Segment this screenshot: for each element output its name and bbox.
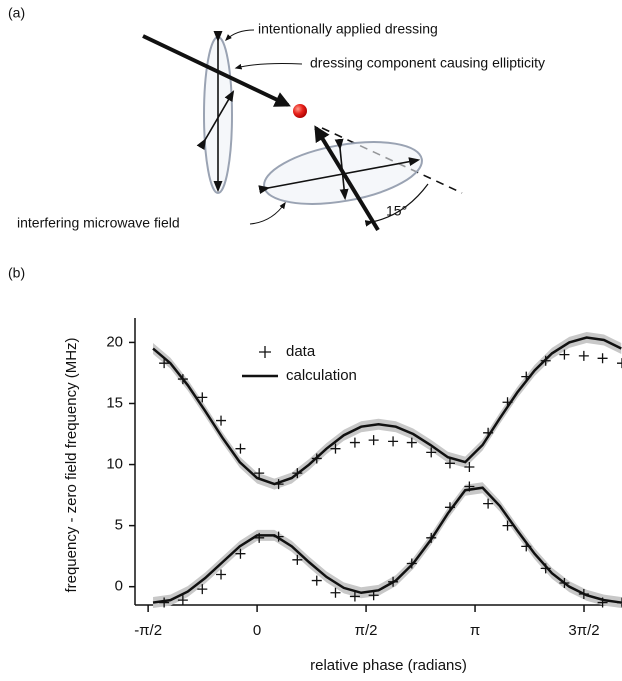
data-point (388, 576, 399, 587)
data-point (177, 374, 188, 385)
legend-label: data (286, 343, 316, 360)
data-point (216, 415, 227, 426)
data-point (578, 589, 589, 600)
data-point (311, 453, 322, 464)
data-point (444, 502, 455, 513)
data-point (483, 498, 494, 509)
data-point (388, 436, 399, 447)
data-point (292, 554, 303, 565)
data-point (197, 584, 208, 595)
data-point (197, 392, 208, 403)
data-point (559, 578, 570, 589)
data-point (521, 541, 532, 552)
data-point (464, 481, 475, 492)
data-point (597, 597, 608, 608)
data-point (216, 569, 227, 580)
x-tick-label: π/2 (355, 622, 378, 639)
data-point (464, 461, 475, 472)
data-point (368, 435, 379, 446)
panel-label: (b) (8, 265, 25, 281)
data-point (406, 558, 417, 569)
panel-label: (a) (8, 5, 25, 21)
callout (225, 29, 255, 41)
data-point (578, 350, 589, 361)
data-point (235, 548, 246, 559)
beam-arrow (142, 34, 291, 107)
y-tick-label: 15 (106, 394, 123, 411)
data-point (273, 479, 284, 490)
legend-label: calculation (286, 367, 357, 384)
data-point (330, 443, 341, 454)
data-point (368, 590, 379, 601)
y-tick-label: 10 (106, 456, 123, 473)
annotation: intentionally applied dressing (258, 21, 438, 37)
callout (249, 201, 286, 225)
x-tick-label: 0 (253, 622, 261, 639)
callout (234, 63, 303, 70)
diagram: (a) 15° intentionally applied dressing d… (8, 5, 545, 232)
data-point (292, 468, 303, 479)
data-point (540, 355, 551, 366)
calculation-line (152, 336, 622, 486)
data-point (273, 531, 284, 542)
calculation-line (152, 486, 622, 604)
annotation: dressing component causing ellipticity (310, 55, 545, 71)
data-point (426, 532, 437, 543)
data-point (254, 468, 265, 479)
data-point (521, 371, 532, 382)
data-point (159, 597, 170, 608)
data-point (502, 397, 513, 408)
data-point (426, 447, 437, 458)
y-tick-label: 20 (106, 333, 123, 350)
atom (293, 104, 307, 118)
legend-symbol (259, 346, 271, 358)
y-axis-label: frequency - zero field frequency (MHz) (63, 337, 80, 592)
data-point (483, 427, 494, 438)
data-point (177, 595, 188, 606)
angle-arc (364, 183, 429, 227)
data-point (311, 575, 322, 586)
data-point (349, 437, 360, 448)
y-tick-label: 0 (115, 578, 123, 595)
data-point (159, 358, 170, 369)
data-point (254, 532, 265, 543)
data-point (559, 349, 570, 360)
data-point (235, 443, 246, 454)
uncertainty-band (153, 482, 622, 609)
x-tick-label: 3π/2 (568, 622, 599, 639)
angle-label: 15° (386, 203, 407, 219)
ellipticity-axis (196, 90, 235, 150)
annotation: interfering microwave field (17, 215, 180, 231)
data-point (406, 437, 417, 448)
data-point (540, 563, 551, 574)
y-tick-label: 5 (115, 517, 123, 534)
x-axis-label: relative phase (radians) (310, 657, 467, 674)
data-point (502, 520, 513, 531)
data-point (597, 353, 608, 364)
chart: 0 5 10 15 20 -π/2 0 π/2 π 3π/2 relative phase (rad… (63, 318, 622, 674)
x-tick-label: π (470, 622, 480, 639)
data-point (330, 587, 341, 598)
data-point (617, 358, 622, 369)
x-tick-label: -π/2 (134, 622, 162, 639)
data-point (349, 591, 360, 602)
beam-arrow (314, 125, 380, 232)
data-point (444, 458, 455, 469)
data-point (617, 597, 622, 608)
